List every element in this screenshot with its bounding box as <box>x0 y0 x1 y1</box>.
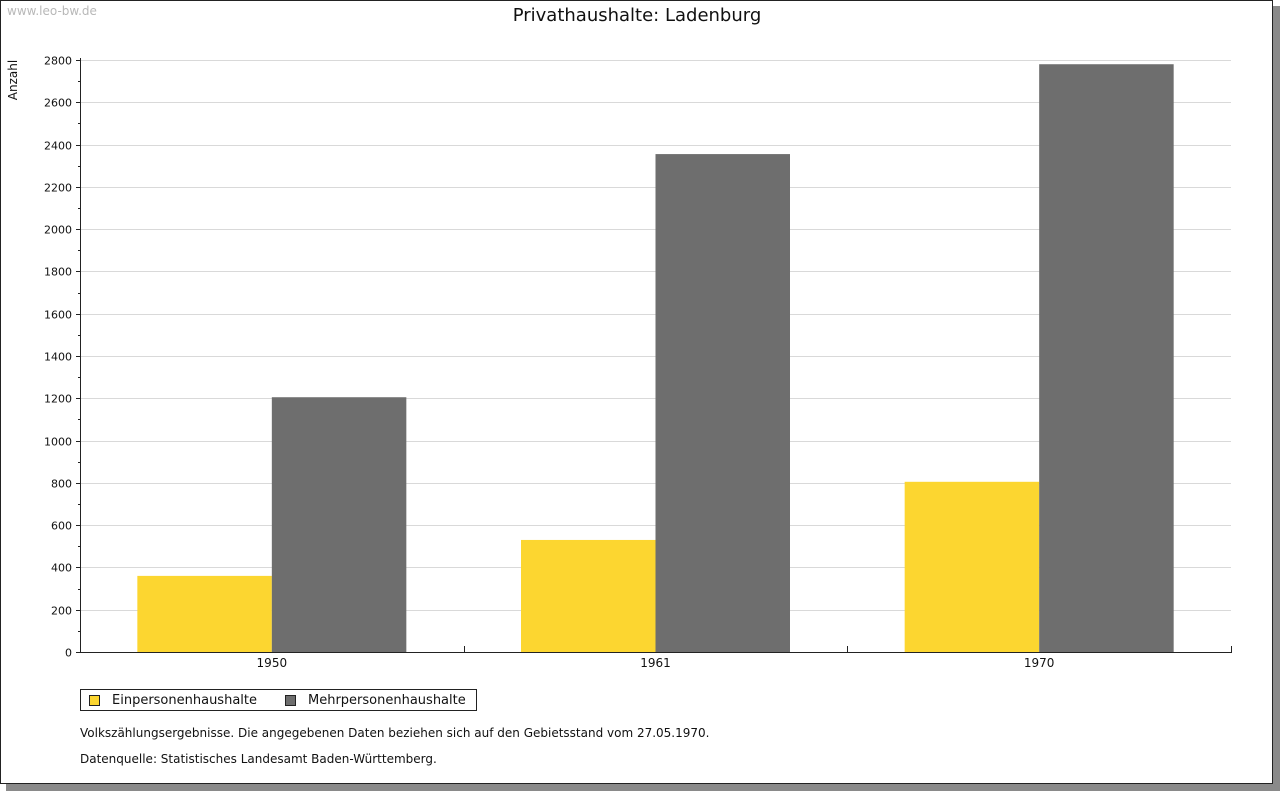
footnote-source: Datenquelle: Statistisches Landesamt Bad… <box>80 752 437 766</box>
bars <box>137 64 1174 653</box>
y-tick-label: 1600 <box>44 309 72 322</box>
legend-label-mehrpersonen: Mehrpersonenhaushalte <box>308 692 466 708</box>
y-tick-label: 800 <box>51 478 72 491</box>
y-tick-label: 2800 <box>44 55 72 68</box>
bar-mehrpersonen-1950 <box>271 397 407 652</box>
legend-item-mehrpersonen: Mehrpersonenhaushalte <box>285 693 466 708</box>
legend-swatch-mehrpersonen <box>285 694 296 706</box>
frame-shadow-bottom <box>6 784 1280 791</box>
y-tick-label: 0 <box>65 647 72 660</box>
legend-item-einpersonen: Einpersonenhaushalte <box>89 693 257 708</box>
y-tick-label: 1800 <box>44 266 72 279</box>
y-tick-label: 200 <box>51 605 72 618</box>
bar-chart: Privathaushalte: Ladenburg Anzahl 0 200 40… <box>6 5 1232 671</box>
legend: Einpersonenhaushalte Mehrpersonenhaushal… <box>80 689 477 711</box>
bar-mehrpersonen-1970 <box>1039 64 1174 652</box>
frame-shadow-right <box>1273 6 1280 791</box>
axes <box>76 58 1232 653</box>
x-tick-label: 1950 <box>257 656 288 670</box>
y-tick-label: 400 <box>51 562 72 575</box>
y-tick-label: 1200 <box>44 393 72 406</box>
y-tick-label: 2000 <box>44 224 72 237</box>
footnote-census: Volkszählungsergebnisse. Die angegebenen… <box>80 726 710 740</box>
x-tick-label: 1970 <box>1024 656 1055 670</box>
bar-einpersonen-1970 <box>904 481 1040 652</box>
tick-labels: 0 200 400 600 800 1000 1200 1400 1600 1800 2000 220… <box>44 55 1054 671</box>
y-axis-label: Anzahl <box>6 60 20 100</box>
y-tick-label: 2200 <box>44 182 72 195</box>
chart-title: Privathaushalte: Ladenburg <box>513 5 762 26</box>
y-tick-label: 1400 <box>44 351 72 364</box>
x-tick-label: 1961 <box>640 656 671 670</box>
bar-einpersonen-1950 <box>137 575 272 652</box>
y-tick-label: 2400 <box>44 140 72 153</box>
bar-einpersonen-1961 <box>521 539 656 652</box>
legend-swatch-einpersonen <box>89 694 100 706</box>
y-tick-label: 600 <box>51 520 72 533</box>
legend-label-einpersonen: Einpersonenhaushalte <box>112 692 257 708</box>
bar-mehrpersonen-1961 <box>655 154 790 653</box>
y-tick-label: 2600 <box>44 97 72 110</box>
y-tick-label: 1000 <box>44 436 72 449</box>
watermark: www.leo-bw.de <box>7 4 97 18</box>
